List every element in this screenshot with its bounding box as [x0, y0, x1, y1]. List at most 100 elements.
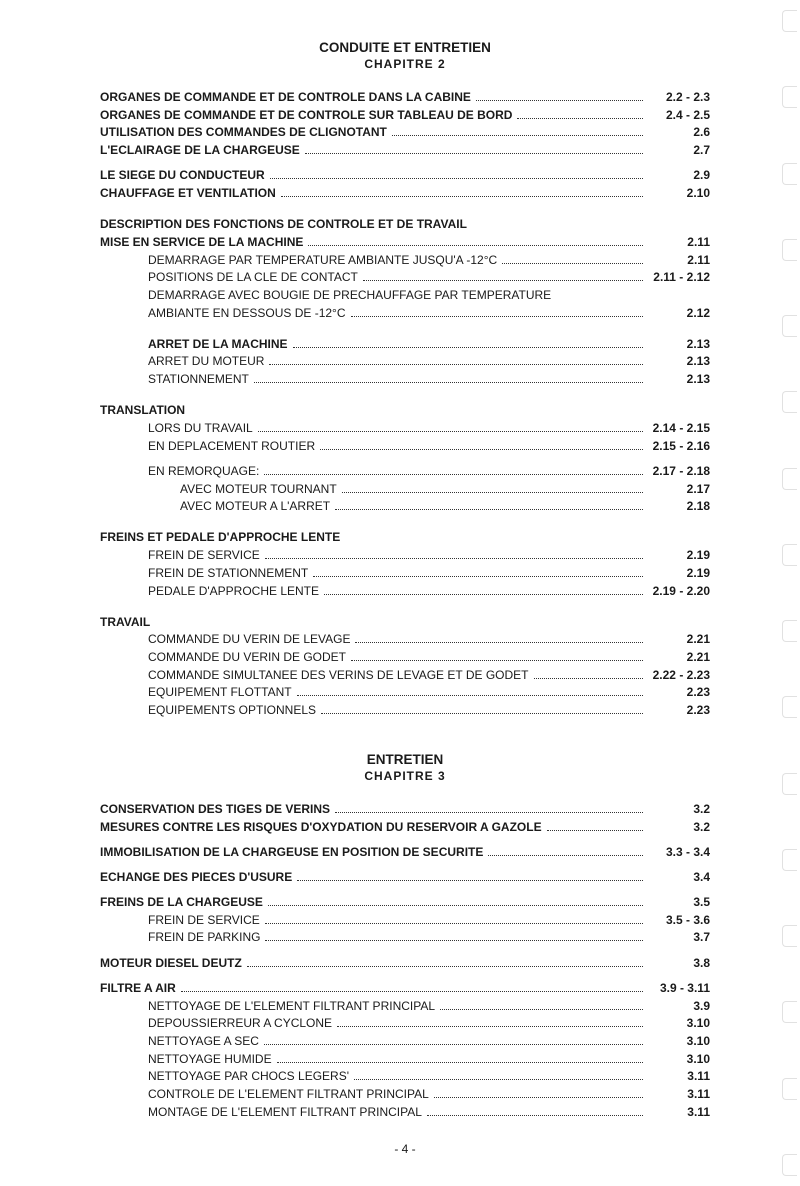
- toc-page: 2.11: [648, 234, 710, 250]
- toc-leader-dots: [181, 984, 643, 992]
- toc-leader-dots: [502, 255, 643, 263]
- toc-leader-dots: [269, 357, 643, 365]
- toc-label: COMMANDE SIMULTANEE DES VERINS DE LEVAGE…: [148, 667, 529, 683]
- toc-leader-dots: [427, 1107, 643, 1115]
- toc-page: 3.3 - 3.4: [648, 844, 710, 860]
- toc-entry: NETTOYAGE DE L'ELEMENT FILTRANT PRINCIPA…: [100, 998, 710, 1014]
- toc-label: COMMANDE DU VERIN DE GODET: [148, 649, 346, 665]
- toc-page: 2.13: [648, 353, 710, 369]
- toc-leader-dots: [281, 189, 643, 197]
- toc-entry: MOTEUR DIESEL DEUTZ 3.8: [100, 955, 710, 971]
- toc-label: MOTEUR DIESEL DEUTZ: [100, 955, 242, 971]
- toc-leader-dots: [297, 688, 643, 696]
- toc-page: 2.4 - 2.5: [648, 107, 710, 123]
- toc-entry: DEMARRAGE PAR TEMPERATURE AMBIANTE JUSQU…: [100, 252, 710, 268]
- toc-page: 3.11: [648, 1104, 710, 1120]
- toc-page: 2.23: [648, 702, 710, 718]
- toc-label: DEMARRAGE PAR TEMPERATURE AMBIANTE JUSQU…: [148, 252, 497, 268]
- toc-entry: EQUIPEMENTS OPTIONNELS 2.23: [100, 702, 710, 718]
- toc-page: 3.4: [648, 869, 710, 885]
- toc-label: FREIN DE STATIONNEMENT: [148, 565, 308, 581]
- toc-label: NETTOYAGE HUMIDE: [148, 1051, 272, 1067]
- toc-entry: CONSERVATION DES TIGES DE VERINS3.2: [100, 801, 710, 817]
- toc-leader-dots: [265, 551, 643, 559]
- page-number: - 4 -: [100, 1142, 710, 1156]
- toc-entry: EQUIPEMENT FLOTTANT2.23: [100, 684, 710, 700]
- toc-leader-dots: [355, 635, 643, 643]
- toc-leader-dots: [320, 442, 643, 450]
- toc-label: EQUIPEMENT FLOTTANT: [148, 684, 292, 700]
- toc-page: 2.19: [648, 565, 710, 581]
- toc-entry: COMMANDE DU VERIN DE LEVAGE2.21: [100, 631, 710, 647]
- binding-holes: [782, 10, 800, 1176]
- toc-page: 3.5: [648, 894, 710, 910]
- toc-leader-dots: [434, 1090, 643, 1098]
- toc-leader-dots: [277, 1054, 643, 1062]
- toc-label: FILTRE A AIR: [100, 980, 176, 996]
- toc-label: COMMANDE DU VERIN DE LEVAGE: [148, 631, 350, 647]
- toc-label: MISE EN SERVICE DE LA MACHINE: [100, 234, 303, 250]
- page: CONDUITE ET ENTRETIEN CHAPITRE 2 ORGANES…: [0, 0, 800, 1186]
- toc-page: 2.7: [648, 142, 710, 158]
- toc-label: TRAVAIL: [100, 614, 150, 630]
- toc-page: 2.13: [648, 371, 710, 387]
- toc-leader-dots: [293, 340, 643, 348]
- toc-label: TRANSLATION: [100, 402, 185, 418]
- toc-page: 2.17 - 2.18: [648, 463, 710, 479]
- toc-entry: ECHANGE DES PIECES D'USURE 3.4: [100, 869, 710, 885]
- toc-label: FREIN DE SERVICE: [148, 912, 260, 928]
- toc-label: EQUIPEMENTS OPTIONNELS: [148, 702, 316, 718]
- toc-leader-dots: [308, 238, 643, 246]
- toc-label: EN REMORQUAGE:: [148, 463, 259, 479]
- toc-label: CONTROLE DE L'ELEMENT FILTRANT PRINCIPAL: [148, 1086, 429, 1102]
- toc-leader-dots: [297, 873, 643, 881]
- toc-page: 2.6: [648, 124, 710, 140]
- toc-entry: ARRET DE LA MACHINE2.13: [100, 336, 710, 352]
- toc-page: 3.10: [648, 1015, 710, 1031]
- toc-entry: MONTAGE DE L'ELEMENT FILTRANT PRINCIPAL3…: [100, 1104, 710, 1120]
- toc-chapter-3: CONSERVATION DES TIGES DE VERINS3.2 MESUR…: [100, 801, 710, 1120]
- toc-page: 2.19 - 2.20: [648, 583, 710, 599]
- toc-entry: FREINS ET PEDALE D'APPROCHE LENTE: [100, 529, 710, 545]
- toc-page: 2.22 - 2.23: [648, 667, 710, 683]
- toc-leader-dots: [440, 1001, 643, 1009]
- toc-leader-dots: [264, 1037, 643, 1045]
- toc-leader-dots: [305, 146, 643, 154]
- toc-leader-dots: [265, 933, 643, 941]
- toc-leader-dots: [517, 111, 643, 119]
- toc-label: ECHANGE DES PIECES D'USURE: [100, 869, 292, 885]
- toc-leader-dots: [335, 502, 643, 510]
- toc-page: 2.17: [648, 481, 710, 497]
- toc-leader-dots: [321, 706, 643, 714]
- toc-page: 2.15 - 2.16: [648, 438, 710, 454]
- toc-page: 2.13: [648, 336, 710, 352]
- toc-label: POSITIONS DE LA CLE DE CONTACT: [148, 269, 358, 285]
- toc-leader-dots: [324, 586, 643, 594]
- toc-leader-dots: [247, 958, 643, 966]
- toc-leader-dots: [268, 898, 643, 906]
- toc-label: MESURES CONTRE LES RISQUES D'OXYDATION D…: [100, 819, 542, 835]
- toc-label: STATIONNEMENT: [148, 371, 249, 387]
- toc-leader-dots: [351, 653, 643, 661]
- toc-leader-dots: [476, 93, 643, 101]
- toc-page: 3.8: [648, 955, 710, 971]
- toc-leader-dots: [351, 308, 643, 316]
- toc-entry: FREIN DE SERVICE3.5 - 3.6: [100, 912, 710, 928]
- toc-chapter-2: ORGANES DE COMMANDE ET DE CONTROLE DANS …: [100, 89, 710, 718]
- toc-entry: IMMOBILISATION DE LA CHARGEUSE EN POSITI…: [100, 844, 710, 860]
- chapter-2-subtitle: CHAPITRE 2: [100, 57, 710, 71]
- toc-leader-dots: [337, 1019, 643, 1027]
- toc-label: AVEC MOTEUR TOURNANT: [180, 481, 337, 497]
- toc-entry: NETTOYAGE A SEC3.10: [100, 1033, 710, 1049]
- toc-entry: CHAUFFAGE ET VENTILATION2.10: [100, 185, 710, 201]
- toc-entry: CONTROLE DE L'ELEMENT FILTRANT PRINCIPAL…: [100, 1086, 710, 1102]
- toc-label: DESCRIPTION DES FONCTIONS DE CONTROLE ET…: [100, 216, 467, 232]
- toc-page: 2.11 - 2.12: [648, 269, 710, 285]
- toc-label: UTILISATION DES COMMANDES DE CLIGNOTANT: [100, 124, 387, 140]
- toc-label: ORGANES DE COMMANDE ET DE CONTROLE SUR T…: [100, 107, 512, 123]
- toc-entry: DEMARRAGE AVEC BOUGIE DE PRECHAUFFAGE PA…: [100, 287, 710, 303]
- toc-page: 3.9: [648, 998, 710, 1014]
- toc-page: 3.7: [648, 929, 710, 945]
- toc-leader-dots: [335, 805, 643, 813]
- toc-leader-dots: [342, 484, 643, 492]
